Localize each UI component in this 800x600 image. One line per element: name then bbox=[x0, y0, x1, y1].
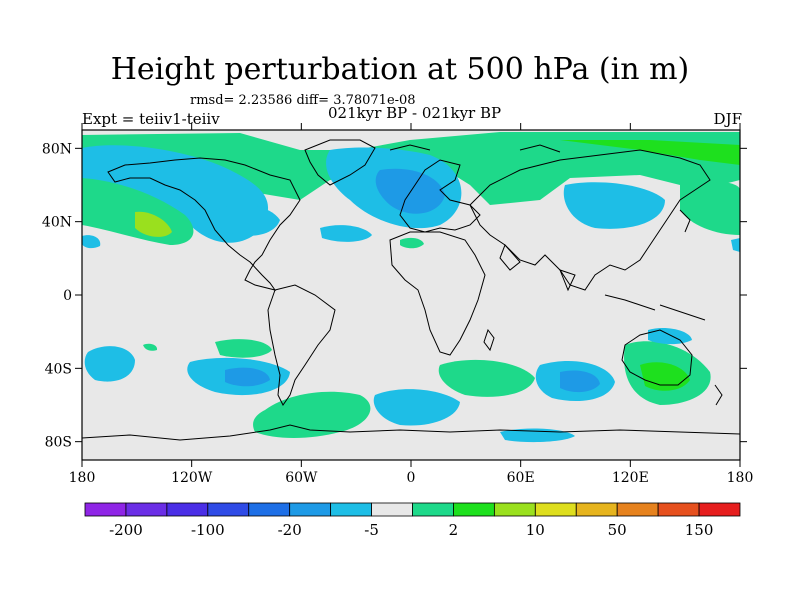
lon-tick-label: 60E bbox=[507, 470, 535, 486]
colorbar-box bbox=[493, 502, 536, 517]
colorbar-label: -20 bbox=[278, 521, 302, 539]
experiment-label: Expt = teiiv1-teiiv bbox=[82, 110, 220, 128]
coast-africa bbox=[389, 231, 486, 356]
lat-tick-label: 80S bbox=[45, 435, 72, 451]
coast-svalbard bbox=[389, 144, 431, 151]
lat-ticks: 80N 40N 0 40S 80S bbox=[42, 141, 747, 451]
colorbar-box bbox=[248, 502, 291, 517]
lat-tick-label: 0 bbox=[63, 288, 72, 304]
colorbar-label: 2 bbox=[449, 521, 459, 539]
patch-wpacific-green bbox=[680, 180, 740, 235]
colorbar-box bbox=[207, 502, 250, 517]
colorbar: -200 -100 -20 -5 2 10 50 150 bbox=[84, 502, 741, 539]
field-shading bbox=[82, 132, 740, 443]
patch-australia-blue bbox=[648, 328, 692, 345]
coast-antarctica bbox=[82, 424, 740, 441]
coast-greenland bbox=[304, 139, 376, 186]
colorbar-box bbox=[698, 502, 741, 517]
lon-tick-label: 180 bbox=[69, 470, 96, 486]
colorbar-label: 50 bbox=[608, 521, 627, 539]
lon-tick-label: 180 bbox=[727, 470, 754, 486]
lon-ticks: 180 120W 60W 0 60E 120E 180 bbox=[69, 123, 754, 486]
coast-new-zealand bbox=[714, 384, 723, 406]
coast-arabia bbox=[499, 244, 521, 271]
patch-australia-green-core bbox=[640, 362, 690, 391]
coast-south-america bbox=[267, 284, 336, 406]
lon-tick-label: 120W bbox=[171, 470, 213, 486]
coast-new-guinea bbox=[659, 304, 706, 321]
colorbar-label: -200 bbox=[109, 521, 143, 539]
coast-india bbox=[559, 269, 576, 292]
season-label: DJF bbox=[713, 110, 742, 128]
patch-sindian-green bbox=[438, 359, 535, 397]
colorbar-box bbox=[453, 502, 495, 517]
colorbar-label: 150 bbox=[685, 521, 714, 539]
patch-africa-green bbox=[400, 237, 424, 249]
patch-edge-blue bbox=[731, 238, 740, 252]
colorbar-box bbox=[84, 502, 127, 517]
lat-tick-label: 80N bbox=[42, 141, 72, 157]
patch-spacific-green bbox=[215, 339, 272, 358]
colorbar-box bbox=[575, 502, 618, 517]
colorbar-box bbox=[330, 502, 372, 517]
lon-tick-label: 120E bbox=[612, 470, 649, 486]
colorbar-box bbox=[289, 502, 332, 517]
colorbar-box bbox=[371, 502, 413, 517]
colorbar-box bbox=[616, 502, 659, 517]
colorbar-box bbox=[166, 502, 209, 517]
lat-tick-label: 40N bbox=[42, 215, 72, 231]
coast-arctic-islands bbox=[519, 144, 561, 153]
patch-asia-blue bbox=[563, 182, 665, 229]
colorbar-label: -100 bbox=[191, 521, 225, 539]
patch-alaska-yellow bbox=[135, 211, 172, 237]
rmsd-diff-text: rmsd= 2.23586 diff= 3.78071e-08 bbox=[190, 93, 416, 108]
patch-pacific-blue-small bbox=[82, 235, 101, 249]
patch-siberia-green bbox=[560, 140, 740, 165]
colorbar-label: -5 bbox=[364, 521, 379, 539]
patch-spacific-blue-west bbox=[84, 346, 135, 382]
period-label: 021kyr BP - 021kyr BP bbox=[328, 104, 502, 122]
coast-madagascar bbox=[483, 328, 495, 352]
patch-atlantic-blue bbox=[320, 225, 372, 242]
coast-japan bbox=[679, 209, 691, 233]
patch-spacific-green-small bbox=[143, 343, 158, 351]
lon-tick-label: 60W bbox=[285, 470, 318, 486]
patch-canada-blue bbox=[211, 204, 280, 236]
patch-satlantic-blue bbox=[373, 389, 460, 426]
coast-asia bbox=[469, 149, 711, 291]
lon-tick-label: 0 bbox=[407, 470, 416, 486]
colorbar-label: 10 bbox=[526, 521, 545, 539]
coastlines bbox=[82, 139, 740, 441]
coast-north-america bbox=[107, 157, 301, 291]
colorbar-box bbox=[534, 502, 577, 517]
coast-europe bbox=[399, 159, 481, 233]
colorbar-box bbox=[657, 502, 700, 517]
coast-indonesia bbox=[604, 294, 656, 311]
lat-tick-label: 40S bbox=[45, 361, 72, 377]
map-title: Height perturbation at 500 hPa (in m) bbox=[110, 52, 690, 87]
patch-sam-blue-core bbox=[225, 367, 270, 387]
patch-indian-blue-core bbox=[560, 370, 600, 393]
coast-australia bbox=[621, 329, 693, 386]
colorbar-box bbox=[125, 502, 168, 517]
colorbar-box bbox=[412, 502, 454, 517]
